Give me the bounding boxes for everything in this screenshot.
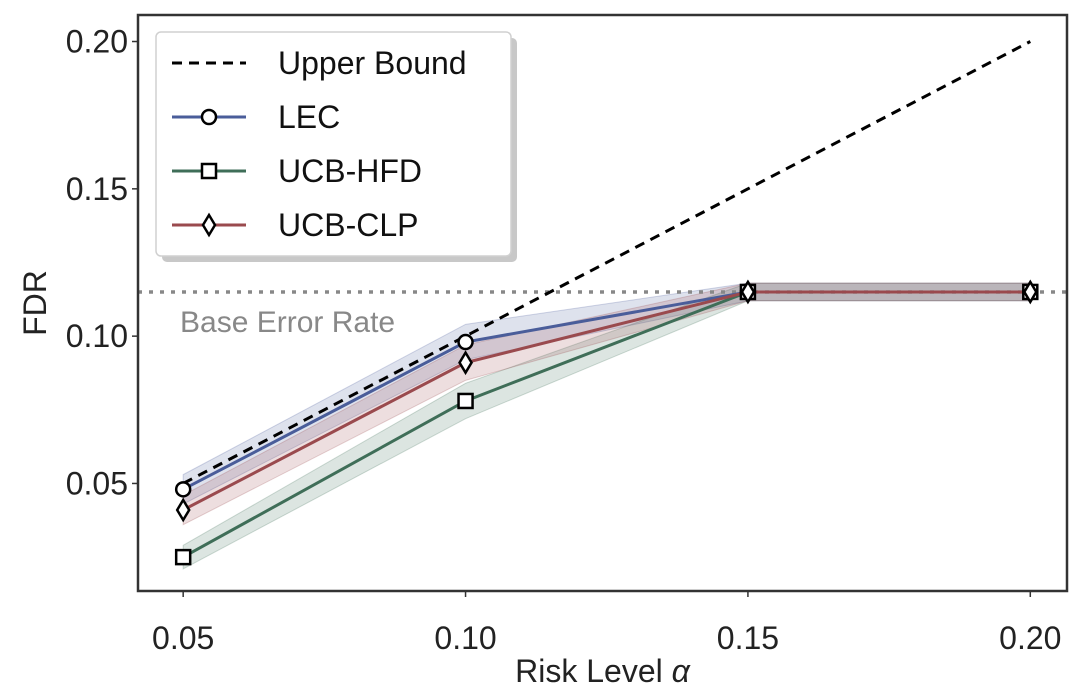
series-markers	[174, 279, 1039, 566]
x-tick-label: 0.20	[999, 620, 1061, 656]
legend-marker-ucb-hfd	[200, 162, 218, 180]
y-axis-label: FDR	[17, 270, 53, 336]
x-tick-label: 0.10	[434, 620, 496, 656]
point-ucb-clp	[740, 279, 756, 305]
series-line-ucb-clp	[182, 290, 1031, 512]
point-ucb-clp	[458, 350, 474, 376]
point-lec	[174, 481, 192, 498]
legend-label-ucb-clp: UCB-CLP	[278, 207, 418, 243]
y-tick-label: 0.20	[66, 24, 128, 60]
series-lines	[182, 40, 1031, 559]
x-axis-ticks: 0.05 0.10 0.15 0.20	[152, 591, 1061, 656]
base-error-rate-label: Base Error Rate	[180, 306, 395, 339]
plot-frame	[136, 13, 1069, 593]
legend-label-lec: LEC	[278, 99, 340, 135]
point-ucb-clp	[1022, 279, 1038, 305]
x-tick-label: 0.05	[152, 620, 214, 656]
y-tick-label: 0.05	[66, 465, 128, 501]
series-line-upper-bound	[182, 40, 1031, 485]
y-axis-ticks: 0.05 0.10 0.15 0.20	[66, 24, 138, 501]
y-tick-label: 0.10	[66, 318, 128, 354]
y-tick-label: 0.15	[66, 171, 128, 207]
point-ucb-clp	[175, 497, 191, 523]
legend-marker-ucb-clp	[201, 212, 217, 238]
legend-label-ucb-hfd: UCB-HFD	[278, 153, 422, 189]
point-ucb-hfd	[174, 548, 192, 566]
legend-box	[155, 31, 512, 257]
point-lec	[457, 333, 474, 351]
x-axis-label: Risk Level α	[515, 653, 691, 689]
legend-label-upper-bound: Upper Bound	[278, 45, 467, 81]
legend-marker-lec	[200, 108, 218, 126]
x-tick-label: 0.15	[717, 620, 779, 656]
reference-layer: Base Error Rate	[138, 290, 1067, 339]
point-ucb-hfd	[457, 392, 474, 410]
legend: Upper Bound LEC UCB-HFD UCB-CLP	[155, 31, 517, 262]
